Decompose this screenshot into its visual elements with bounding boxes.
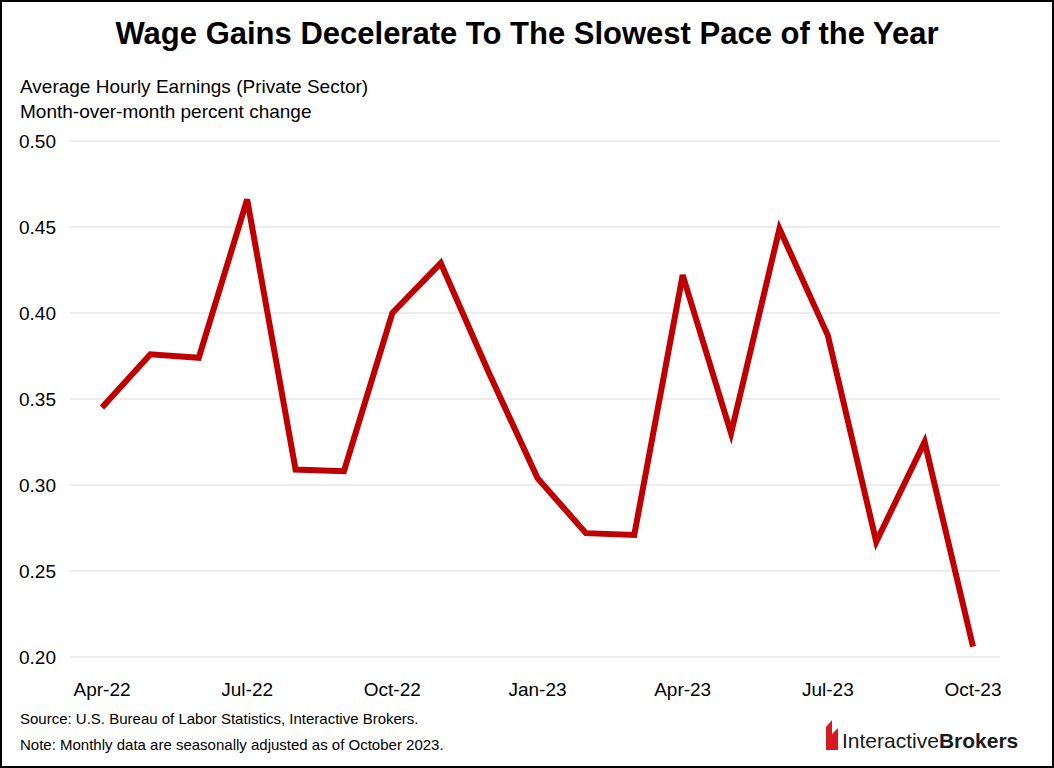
x-tick-label: Apr-23 [654,679,711,700]
grid-line [70,399,1000,400]
x-tick-label: Oct-23 [944,679,1001,700]
subtitle: Average Hourly Earnings (Private Sector) [20,76,368,97]
title: Wage Gains Decelerate To The Slowest Pac… [116,16,939,51]
logo-text: InteractiveBrokers [842,729,1018,752]
marks [102,199,973,646]
y-tick-label: 0.45 [19,217,56,238]
logo-text-part: Interactive [842,729,939,752]
x-tick-label: Oct-22 [364,679,421,700]
series-line [102,199,973,646]
chart: Wage Gains Decelerate To The Slowest Pac… [0,0,1054,768]
grid-line [70,141,1000,142]
y-tick-label: 0.20 [19,647,56,668]
grid-line [70,571,1000,572]
logo: InteractiveBrokers [826,720,1018,752]
y-tick-label: 0.30 [19,475,56,496]
y-tick-label: 0.25 [19,561,56,582]
y-tick-label: 0.50 [19,131,56,152]
x-tick-label: Apr-22 [73,679,130,700]
logo-text-part: Brokers [939,729,1018,752]
frame [1,1,1053,767]
footnote: Note: Monthly data are seasonally adjust… [20,736,444,753]
subtitle: Month-over-month percent change [20,101,312,122]
logo-icon [826,720,838,750]
source-note: Source: U.S. Bureau of Labor Statistics,… [20,710,419,727]
background [0,0,1054,768]
grid-line [70,657,1000,658]
x-tick-label: Jul-22 [221,679,273,700]
grid [70,141,1000,657]
grid-line [70,227,1000,228]
x-tick-label: Jul-23 [802,679,854,700]
y-tick-label: 0.35 [19,389,56,410]
y-tick-label: 0.40 [19,303,56,324]
x-tick-label: Jan-23 [508,679,566,700]
